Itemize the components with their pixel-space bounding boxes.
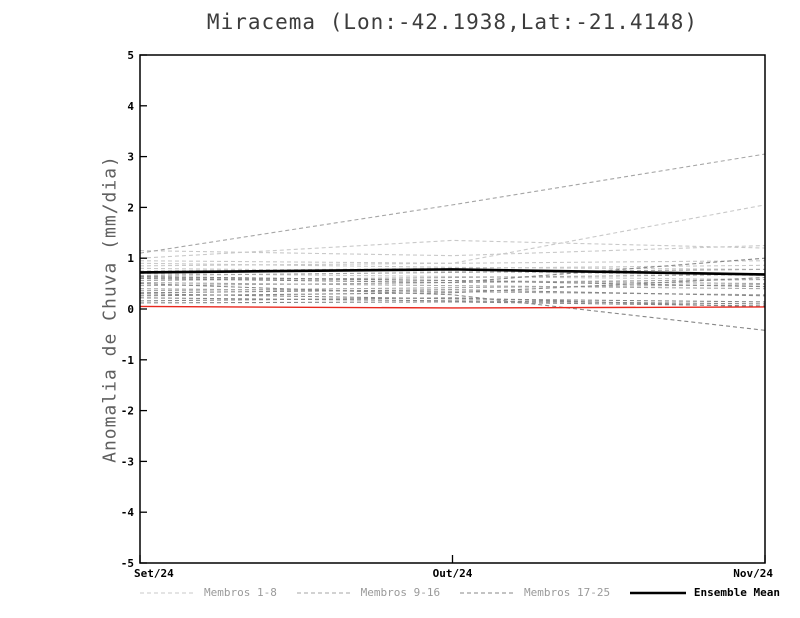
y-tick-label: 2 — [127, 201, 134, 214]
member-line-group-1 — [139, 260, 766, 267]
ensemble-mean-line — [139, 268, 766, 276]
member-line-group-3 — [139, 276, 766, 297]
y-tick-label: 4 — [127, 100, 134, 113]
y-tick-label: 5 — [127, 49, 134, 62]
member-line-group-2 — [139, 273, 766, 282]
legend-label: Membros 9-16 — [360, 586, 441, 599]
x-tick-label: Out/24 — [433, 567, 473, 580]
legend-line-sample — [140, 591, 196, 594]
member-line-group-3 — [139, 289, 766, 297]
legend-item: Membros 17-25 — [459, 586, 611, 599]
y-tick-label: -3 — [121, 455, 134, 468]
member-line-group-2 — [139, 282, 766, 290]
legend-line-sample — [296, 591, 353, 594]
member-line-group-3 — [139, 257, 766, 284]
member-line-group-2 — [139, 268, 766, 277]
member-line-group-3 — [139, 301, 766, 307]
legend-label: Membros 1-8 — [204, 586, 277, 599]
legend-label: Ensemble Mean — [693, 586, 780, 599]
reference-line — [139, 305, 766, 309]
member-line-group-3 — [139, 297, 766, 305]
member-line-group-1 — [139, 239, 766, 259]
legend-item: Membros 9-16 — [296, 586, 441, 599]
member-line-group-1 — [139, 262, 766, 270]
legend-item-ensemble-mean: Ensemble Mean — [629, 586, 780, 599]
member-line-group-2 — [139, 278, 766, 287]
member-line-group-2 — [139, 153, 766, 254]
member-line-group-3 — [139, 275, 766, 288]
y-tick-label: 3 — [127, 151, 134, 164]
y-tick-label: 1 — [127, 252, 134, 265]
legend-item: Membros 1-8 — [140, 586, 277, 599]
y-tick-label: -1 — [121, 354, 135, 367]
member-line-group-1 — [139, 272, 766, 281]
member-line-group-1 — [139, 267, 766, 277]
chart-title: Miracema (Lon:-42.1938,Lat:-21.4148) — [206, 10, 699, 34]
plot-frame — [139, 54, 766, 564]
member-line-group-3 — [139, 293, 766, 303]
legend-line-sample — [629, 591, 686, 594]
legend-label: Membros 17-25 — [523, 586, 611, 599]
legend-line-sample — [459, 591, 516, 594]
y-tick-label: -2 — [121, 405, 134, 418]
y-tick-label: 0 — [127, 303, 134, 316]
member-line-group-1 — [139, 204, 766, 264]
member-line-group-1 — [139, 244, 766, 257]
member-line-group-3 — [139, 297, 766, 308]
y-tick-label: -5 — [121, 557, 134, 570]
x-tick-label: Nov/24 — [733, 567, 773, 580]
x-tick-label: Set/24 — [134, 567, 174, 580]
legend: Membros 1-8 Membros 9-16 Membros 17-25 Ense… — [140, 586, 780, 599]
member-line-group-2 — [139, 276, 766, 285]
y-tick-label: -4 — [121, 506, 135, 519]
member-line-group-2 — [139, 284, 766, 292]
